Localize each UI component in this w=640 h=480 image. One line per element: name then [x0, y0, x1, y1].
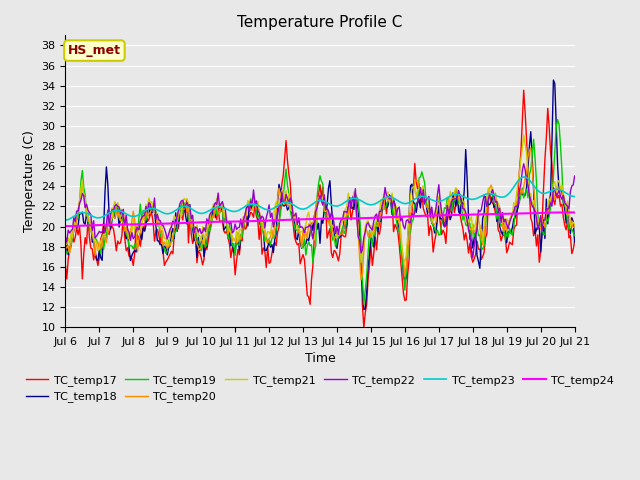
TC_temp20 [351, 192, 359, 198]
TC_temp19 [156, 231, 164, 237]
TC_temp22 [369, 227, 376, 233]
TC_temp18 [550, 77, 557, 83]
TC_temp19 [381, 206, 389, 212]
TC_temp21 [571, 222, 579, 228]
Line: TC_temp23: TC_temp23 [65, 177, 575, 220]
TC_temp23 [351, 195, 359, 201]
Text: HS_met: HS_met [68, 44, 121, 57]
Line: TC_temp20: TC_temp20 [65, 148, 575, 280]
TC_temp24 [61, 223, 69, 229]
TC_temp20 [370, 231, 378, 237]
TC_temp18 [360, 307, 368, 312]
Line: TC_temp24: TC_temp24 [65, 213, 575, 226]
TC_temp18 [76, 211, 83, 216]
TC_temp17 [520, 87, 527, 93]
TC_temp20 [357, 277, 365, 283]
TC_temp20 [510, 209, 518, 215]
TC_temp23 [369, 202, 376, 207]
TC_temp23 [380, 196, 387, 202]
Line: TC_temp19: TC_temp19 [65, 120, 575, 304]
TC_temp22 [61, 234, 69, 240]
TC_temp19 [76, 201, 83, 206]
TC_temp21 [351, 191, 359, 197]
TC_temp21 [156, 224, 164, 230]
TC_temp17 [510, 227, 518, 232]
Line: TC_temp18: TC_temp18 [65, 80, 575, 310]
TC_temp17 [370, 251, 378, 256]
TC_temp24 [571, 210, 579, 216]
TC_temp24 [509, 211, 516, 216]
TC_temp19 [360, 301, 368, 307]
TC_temp24 [561, 210, 568, 216]
TC_temp20 [571, 224, 579, 230]
TC_temp19 [370, 229, 378, 235]
TC_temp18 [510, 216, 518, 222]
TC_temp23 [509, 186, 516, 192]
TC_temp22 [510, 209, 518, 215]
TC_temp18 [370, 244, 378, 250]
TC_temp23 [61, 217, 69, 223]
TC_temp17 [381, 197, 389, 203]
TC_temp20 [61, 243, 69, 249]
TC_temp17 [61, 262, 69, 268]
TC_temp24 [351, 216, 359, 221]
TC_temp17 [76, 224, 83, 229]
TC_temp17 [156, 241, 164, 247]
TC_temp19 [510, 224, 518, 230]
X-axis label: Time: Time [305, 352, 335, 365]
TC_temp21 [61, 242, 69, 248]
TC_temp21 [510, 200, 518, 205]
TC_temp18 [351, 192, 359, 197]
TC_temp22 [156, 218, 164, 224]
TC_temp19 [554, 117, 561, 122]
TC_temp21 [76, 201, 83, 206]
Title: Temperature Profile C: Temperature Profile C [237, 15, 403, 30]
TC_temp18 [571, 239, 579, 245]
TC_temp22 [76, 201, 83, 206]
TC_temp24 [156, 221, 164, 227]
TC_temp17 [360, 324, 368, 330]
TC_temp20 [527, 145, 534, 151]
TC_temp22 [571, 173, 579, 179]
Legend: TC_temp17, TC_temp18, TC_temp19, TC_temp20, TC_temp21, TC_temp22, TC_temp23, TC_: TC_temp17, TC_temp18, TC_temp19, TC_temp… [22, 371, 618, 407]
TC_temp17 [351, 190, 359, 196]
Line: TC_temp21: TC_temp21 [65, 135, 575, 263]
TC_temp21 [381, 190, 389, 195]
TC_temp22 [469, 255, 477, 261]
TC_temp17 [571, 239, 579, 244]
Y-axis label: Temperature (C): Temperature (C) [23, 130, 36, 232]
TC_temp24 [380, 215, 387, 220]
TC_temp20 [156, 227, 164, 233]
Line: TC_temp17: TC_temp17 [65, 90, 575, 327]
TC_temp19 [61, 248, 69, 253]
TC_temp22 [520, 161, 527, 167]
TC_temp23 [520, 174, 527, 180]
TC_temp18 [381, 197, 389, 203]
TC_temp24 [76, 223, 83, 228]
TC_temp23 [76, 210, 83, 216]
Line: TC_temp22: TC_temp22 [65, 164, 575, 258]
TC_temp18 [156, 242, 164, 248]
TC_temp22 [351, 186, 359, 192]
TC_temp19 [571, 233, 579, 239]
TC_temp23 [156, 208, 164, 214]
TC_temp21 [520, 132, 527, 138]
TC_temp22 [380, 197, 387, 203]
TC_temp21 [370, 225, 378, 231]
TC_temp20 [381, 194, 389, 200]
TC_temp19 [351, 196, 359, 202]
TC_temp23 [571, 194, 579, 200]
TC_temp24 [369, 215, 376, 221]
TC_temp21 [357, 260, 365, 265]
TC_temp18 [61, 253, 69, 259]
TC_temp20 [76, 198, 83, 204]
